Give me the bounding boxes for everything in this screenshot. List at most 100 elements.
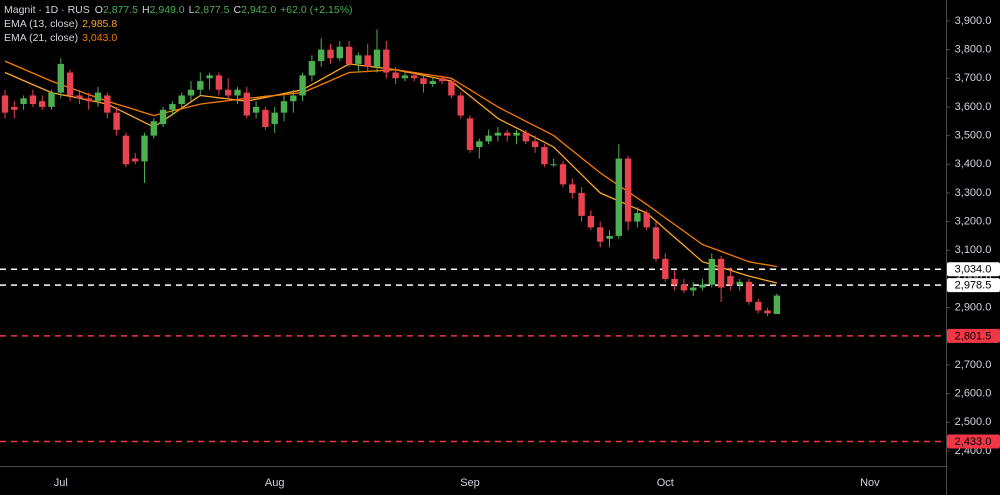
price-line-label: 2,978.5	[955, 280, 992, 292]
legend-entry: EMA (21, close) 3,043.0	[4, 32, 117, 44]
candle-body	[504, 132, 511, 136]
legend-entry: EMA (13, close) 2,985.8	[4, 18, 117, 30]
candle-body	[550, 164, 557, 166]
y-tick-label: 2,500.0	[955, 416, 992, 428]
candle-body	[671, 278, 678, 285]
candle-body	[559, 164, 567, 185]
candle-body	[383, 49, 390, 73]
candle-body	[243, 92, 250, 116]
price-line-label: 3,034.0	[955, 264, 992, 276]
y-tick-label: 3,500.0	[955, 130, 992, 142]
candle-body	[587, 215, 595, 228]
candle-body	[169, 104, 176, 110]
candle-body	[717, 258, 725, 288]
ohlc-key: H	[142, 4, 150, 16]
candle-body	[755, 301, 762, 311]
ohlc-value: 2,877.5	[194, 4, 229, 16]
legend-value: 3,043.0	[82, 32, 117, 44]
candle-body	[215, 75, 223, 90]
candle-body	[29, 95, 37, 105]
candle-body	[745, 281, 753, 302]
x-tick-label: Jul	[54, 477, 68, 489]
price-line-badge	[947, 434, 1000, 449]
candle-body	[420, 78, 427, 84]
candle-body	[373, 49, 381, 67]
price-line-label: 2,433.0	[955, 436, 992, 448]
candle-body	[113, 112, 120, 130]
candle-body	[578, 192, 585, 216]
legend-value: 2,985.8	[82, 18, 117, 30]
symbol: Magnit · 1D · RUS	[4, 4, 90, 16]
candle-body	[773, 295, 781, 315]
candle-body	[708, 258, 715, 285]
ohlc-value: 2,942.0	[241, 4, 276, 16]
candle-body	[262, 109, 269, 128]
candle-body	[318, 49, 325, 62]
candle-body	[411, 75, 418, 79]
candle-body	[141, 135, 148, 162]
y-tick-label: 2,700.0	[955, 359, 992, 371]
x-tick-label: Sep	[460, 477, 480, 489]
price-line-label: 2,801.5	[955, 330, 992, 342]
candle-body	[355, 55, 362, 64]
y-tick-label: 3,800.0	[955, 44, 992, 56]
axes: 2,400.02,500.02,600.02,700.02,800.02,900…	[54, 15, 1000, 489]
candle-body	[178, 95, 185, 105]
candle-body	[290, 95, 297, 102]
change: +62.0 (+2.15%)	[280, 4, 352, 16]
candle-body	[280, 101, 288, 113]
y-tick-label: 3,100.0	[955, 244, 992, 256]
candle-body	[634, 213, 641, 222]
candle-body	[1, 95, 9, 113]
x-tick-label: Nov	[860, 477, 880, 489]
candle-body	[569, 184, 576, 193]
candle-body	[727, 276, 734, 285]
legend: Magnit · 1D · RUS O2,877.5 H2,949.0 L2,877.…	[4, 4, 353, 44]
candle-body	[11, 106, 18, 110]
legend-name: EMA (13, close)	[4, 18, 78, 30]
y-tick-label: 2,900.0	[955, 302, 992, 314]
y-tick-label: 2,600.0	[955, 388, 992, 400]
candle-body	[197, 81, 204, 90]
ohlc-key: L	[189, 4, 195, 16]
candle-body	[76, 95, 83, 99]
candle-body	[615, 158, 622, 236]
candle-body	[624, 158, 632, 222]
candle-body	[271, 112, 278, 125]
candle-body	[541, 147, 548, 165]
candle-body	[736, 281, 743, 285]
candle-body	[643, 213, 650, 228]
candle-body	[122, 135, 130, 165]
y-tick-label: 3,300.0	[955, 187, 992, 199]
candle-body	[132, 158, 139, 162]
legend-name: EMA (21, close)	[4, 32, 78, 44]
candle-body	[457, 95, 464, 116]
candle-body	[690, 287, 697, 291]
candle-body	[662, 258, 669, 279]
price-line-badge	[947, 328, 1000, 343]
candle-body	[485, 135, 492, 142]
candle-body	[494, 132, 502, 136]
y-tick-label: 3,600.0	[955, 101, 992, 113]
candle-body	[159, 109, 167, 125]
candle-body	[606, 235, 613, 239]
candle-body	[345, 46, 353, 64]
candle-body	[764, 310, 771, 314]
ema-line	[4, 60, 778, 268]
candle-body	[448, 81, 455, 96]
ohlc-value: 2,877.5	[103, 4, 138, 16]
plot-area	[0, 29, 946, 443]
candle-body	[85, 98, 92, 102]
candle-body	[150, 121, 157, 136]
candle-body	[466, 118, 474, 150]
candle-body	[438, 78, 446, 82]
candle-body	[531, 141, 539, 148]
x-tick-label: Aug	[265, 477, 285, 489]
candle-body	[94, 92, 102, 102]
candle-body	[680, 284, 688, 291]
candle-body	[206, 75, 213, 79]
candle-body	[476, 141, 483, 148]
candle-body	[187, 89, 195, 96]
candle-body	[299, 75, 306, 96]
